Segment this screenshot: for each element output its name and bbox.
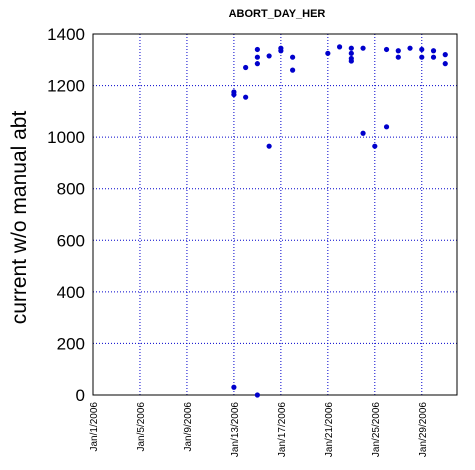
data-point bbox=[290, 54, 296, 60]
data-point bbox=[231, 384, 237, 390]
data-point bbox=[254, 46, 260, 53]
data-point bbox=[383, 124, 390, 130]
x-tick-label: Jan/17/2006 bbox=[277, 402, 288, 457]
y-tick-label: 400 bbox=[57, 283, 85, 302]
data-point bbox=[231, 89, 237, 95]
data-point bbox=[348, 45, 354, 51]
data-point bbox=[360, 130, 366, 136]
data-point bbox=[407, 45, 413, 51]
data-point bbox=[419, 46, 425, 53]
x-tick-label: Jan/29/2006 bbox=[418, 402, 429, 457]
x-tick-label: Jan/13/2006 bbox=[230, 402, 241, 457]
y-tick-label: 800 bbox=[57, 180, 85, 199]
data-point bbox=[266, 143, 272, 149]
data-point bbox=[336, 44, 343, 50]
data-point bbox=[372, 143, 378, 149]
y-axis-label: current w/o manual abt bbox=[8, 111, 31, 325]
data-point bbox=[430, 54, 437, 60]
data-point bbox=[254, 54, 260, 60]
y-tick-label: 600 bbox=[57, 231, 85, 250]
grid bbox=[93, 34, 457, 395]
data-point bbox=[290, 67, 296, 73]
data-point bbox=[442, 61, 448, 67]
y-tick-label: 1000 bbox=[47, 128, 85, 147]
y-tick-label: 1400 bbox=[47, 25, 85, 44]
plot-area bbox=[92, 33, 458, 396]
data-point bbox=[395, 48, 401, 54]
data-point bbox=[430, 48, 437, 54]
y-tick-label: 200 bbox=[57, 334, 85, 353]
data-point bbox=[278, 45, 284, 51]
x-tick-label: Jan/1/2006 bbox=[89, 402, 100, 452]
data-point bbox=[348, 55, 354, 62]
data-point bbox=[243, 64, 249, 71]
data-point bbox=[266, 53, 272, 59]
data-point bbox=[243, 94, 249, 100]
x-tick-label: Jan/21/2006 bbox=[324, 402, 335, 457]
data-point bbox=[395, 54, 401, 60]
x-tick-label: Jan/5/2006 bbox=[136, 402, 147, 452]
data-point bbox=[348, 50, 354, 56]
data-point bbox=[360, 45, 366, 51]
x-tick-label: Jan/25/2006 bbox=[371, 402, 382, 457]
data-point bbox=[419, 54, 425, 60]
data-point bbox=[325, 50, 331, 56]
y-tick-label: 1200 bbox=[47, 77, 85, 96]
data-points bbox=[231, 44, 448, 398]
data-point bbox=[442, 52, 448, 58]
chart-title: ABORT_DAY_HER bbox=[229, 8, 326, 20]
data-point bbox=[254, 61, 260, 67]
y-axis: 0 200 400 600 800 1000 1200 1400 bbox=[47, 25, 85, 405]
y-tick-label: 0 bbox=[76, 386, 85, 405]
x-axis: Jan/1/2006 Jan/5/2006 Jan/9/2006 Jan/13/200… bbox=[89, 402, 429, 457]
data-point bbox=[254, 392, 260, 398]
x-tick-label: Jan/9/2006 bbox=[183, 402, 194, 452]
data-point bbox=[383, 46, 390, 53]
